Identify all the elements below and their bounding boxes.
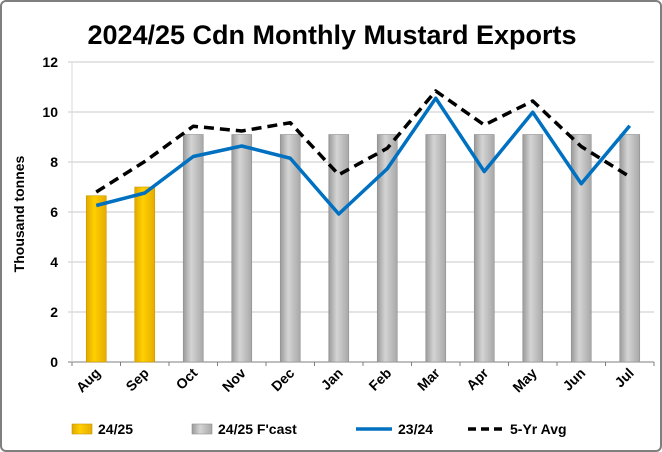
x-tick-label: Mar [414, 364, 443, 393]
chart-title: 2024/25 Cdn Monthly Mustard Exports [87, 20, 576, 50]
bar-2425fcast-may [522, 134, 544, 363]
x-tick-label: Sep [122, 365, 151, 394]
legend-label: 23/24 [398, 421, 433, 437]
line-5yr-avg [95, 89, 631, 194]
x-tick-label: Jul [611, 365, 637, 391]
bar-2425-sep [134, 186, 156, 363]
x-tick-label: Dec [268, 365, 298, 395]
y-tick-label: 10 [42, 104, 58, 120]
y-tick-label: 6 [50, 204, 58, 220]
bar-2425fcast-oct [182, 134, 204, 363]
y-axis-label: Thousand tonnes [11, 155, 27, 272]
x-tick-label: Jun [559, 365, 588, 394]
x-tick-label: Nov [219, 365, 249, 395]
y-tick-label: 12 [42, 54, 58, 70]
x-tick-label: Oct [173, 365, 201, 393]
x-tick-label: Jan [317, 365, 345, 393]
legend-label: 24/25 [98, 421, 133, 437]
bar-2425fcast-feb [376, 134, 398, 363]
bar-2425fcast-jan [328, 134, 350, 363]
bar-2425-aug [85, 195, 107, 363]
legend-swatch [191, 423, 213, 435]
y-tick-label: 0 [50, 354, 58, 370]
x-tick-label: Aug [73, 365, 104, 396]
y-tick-label: 4 [50, 254, 58, 270]
legend-swatch [71, 423, 93, 435]
bar-2425fcast-apr [473, 134, 495, 363]
bar-2425fcast-jul [619, 134, 641, 363]
legend-label: 24/25 F'cast [218, 421, 297, 437]
bar-2425fcast-jun [570, 134, 592, 363]
line-23-24 [95, 96, 632, 216]
y-tick-label: 8 [50, 154, 58, 170]
x-tick-label: Feb [365, 365, 394, 394]
y-tick-label: 2 [50, 304, 58, 320]
x-tick-label: May [509, 365, 540, 396]
bar-2425fcast-nov [231, 134, 253, 363]
x-tick-label: Apr [463, 364, 492, 393]
legend-label: 5-Yr Avg [510, 421, 567, 437]
bar-2425fcast-mar [425, 134, 447, 363]
bar-2425fcast-dec [279, 134, 301, 363]
